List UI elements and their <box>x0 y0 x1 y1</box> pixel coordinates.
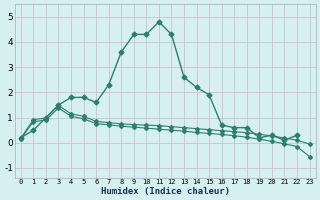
X-axis label: Humidex (Indice chaleur): Humidex (Indice chaleur) <box>101 187 230 196</box>
